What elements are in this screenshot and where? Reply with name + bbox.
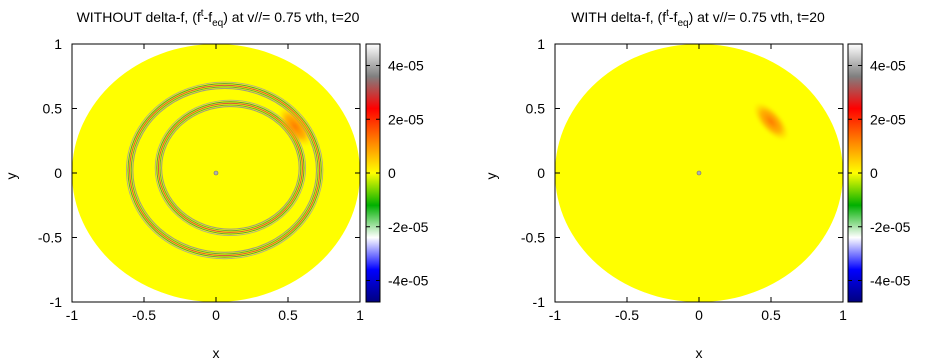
panel-title: WITHOUT delta-f, (ft-feq) at v//= 0.75 v… <box>77 8 360 29</box>
x-tick-label: 0 <box>695 307 703 323</box>
x-tick-label: -1 <box>66 307 79 323</box>
y-tick-label: 0.5 <box>43 101 63 117</box>
x-tick-label: 0 <box>212 307 220 323</box>
colorbar-tick-label: 4e-05 <box>388 58 424 74</box>
x-tick-label: 1 <box>839 307 847 323</box>
center-point <box>213 170 219 176</box>
panel-title: WITH delta-f, (ft-feq) at v//= 0.75 vth,… <box>571 8 825 29</box>
y-tick-label: -0.5 <box>38 230 62 246</box>
ring-feature <box>154 99 307 236</box>
x-tick-label: 0.5 <box>278 307 298 323</box>
colorbar-tick-label: 0 <box>388 165 396 181</box>
x-tick-label: -0.5 <box>615 307 639 323</box>
y-tick-label: 0 <box>537 165 545 181</box>
y-tick-label: 0 <box>54 165 62 181</box>
x-tick-label: 0.5 <box>761 307 781 323</box>
y-tick-label: 0.5 <box>526 101 546 117</box>
center-point <box>696 170 702 176</box>
y-tick-label: -1 <box>50 294 63 310</box>
y-tick-label: -0.5 <box>521 230 545 246</box>
y-tick-label: -1 <box>533 294 546 310</box>
ring-feature <box>125 81 324 260</box>
plot-area <box>555 44 843 302</box>
blob-feature <box>752 102 790 141</box>
x-axis-label: x <box>696 345 703 361</box>
x-tick-label: 1 <box>356 307 364 323</box>
panel-with-delta-f: WITH delta-f, (ft-feq) at v//= 0.75 vth,… <box>483 8 911 361</box>
plot-area <box>72 44 360 302</box>
y-tick-label: 1 <box>537 36 545 52</box>
y-tick-label: 1 <box>54 36 62 52</box>
colorbar-tick-label: -4e-05 <box>870 273 911 289</box>
y-axis-label: y <box>483 173 499 180</box>
colorbar-tick-label: 0 <box>870 165 878 181</box>
colorbar-tick-label: -2e-05 <box>870 219 911 235</box>
panel-without-delta-f: WITHOUT delta-f, (ft-feq) at v//= 0.75 v… <box>3 8 429 361</box>
colorbar-tick-label: 4e-05 <box>870 58 906 74</box>
colorbar-tick-label: -2e-05 <box>388 219 429 235</box>
x-tick-label: -0.5 <box>132 307 156 323</box>
blob-feature <box>278 106 313 147</box>
colorbar-tick-label: -4e-05 <box>388 273 429 289</box>
x-axis-label: x <box>213 345 220 361</box>
x-tick-label: -1 <box>549 307 562 323</box>
y-axis-label: y <box>3 173 19 180</box>
colorbar-tick-label: 2e-05 <box>870 111 906 127</box>
colorbar-tick-label: 2e-05 <box>388 111 424 127</box>
